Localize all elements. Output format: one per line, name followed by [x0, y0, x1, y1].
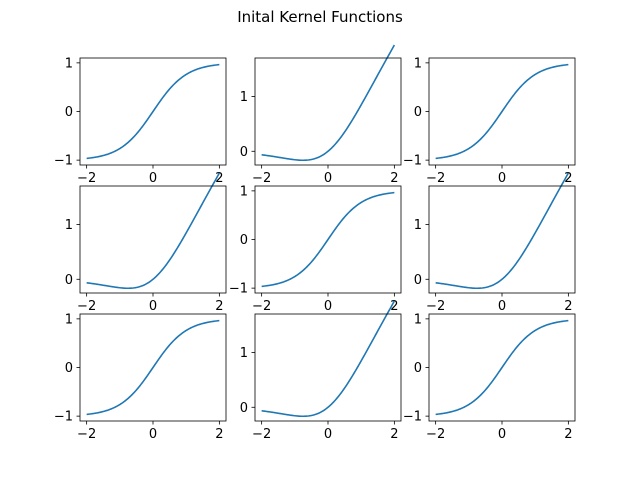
subplot-6: −2 0 2 0 1: [414, 172, 576, 314]
y-tick-label: 1: [65, 218, 73, 233]
y-tick-label: 1: [414, 218, 422, 233]
series-line-4: [86, 172, 221, 290]
series-line-9: [435, 319, 569, 416]
x-tick-label: 2: [390, 299, 398, 314]
x-tick-label: −2: [426, 299, 445, 314]
y-tick-label: 1: [240, 346, 248, 361]
subplot-9: −2 0 2 −1 0 1: [403, 312, 576, 442]
x-tick-label: 0: [498, 427, 506, 442]
series-line-1: [86, 63, 220, 160]
subplot-3: −2 0 2 −1 0 1: [403, 56, 576, 186]
subplot-grid: −2 0 2 −1 0 1 −2 0 2 0 1 −2 0 2 −1 0 1 −2 0 2 0 1 −2 0 2 −1 0 1 −2 0 2…: [54, 44, 576, 442]
x-tick-label: 2: [215, 171, 223, 186]
y-tick-label: 1: [414, 312, 422, 327]
subplot-4: −2 0 2 0 1: [65, 172, 227, 314]
x-tick-label: 0: [149, 299, 157, 314]
x-tick-label: 0: [324, 171, 332, 186]
series-line-3: [435, 63, 569, 160]
y-tick-label: 0: [240, 233, 248, 248]
y-tick-label: 1: [240, 184, 248, 199]
y-tick-label: 1: [240, 90, 248, 105]
y-tick-label: 0: [240, 145, 248, 160]
series-line-2: [261, 44, 396, 162]
subplot-5: −2 0 2 −1 0 1: [229, 184, 402, 314]
x-tick-label: 2: [390, 171, 398, 186]
y-tick-label: 0: [65, 361, 73, 376]
y-tick-label: 0: [414, 273, 422, 288]
y-tick-label: 0: [414, 361, 422, 376]
x-tick-label: 2: [564, 171, 572, 186]
y-tick-label: 1: [414, 56, 422, 71]
x-tick-label: −2: [77, 299, 96, 314]
y-tick-label: 1: [65, 312, 73, 327]
x-tick-label: −2: [252, 299, 271, 314]
y-tick-label: 1: [65, 56, 73, 71]
x-tick-label: 0: [498, 299, 506, 314]
x-tick-label: 2: [564, 299, 572, 314]
y-tick-label: 0: [414, 105, 422, 120]
x-tick-label: −2: [426, 171, 445, 186]
subplot-1: −2 0 2 −1 0 1: [54, 56, 227, 186]
x-tick-label: 0: [149, 171, 157, 186]
y-tick-label: 0: [65, 273, 73, 288]
x-tick-label: −2: [252, 171, 271, 186]
x-tick-label: 0: [498, 171, 506, 186]
y-tick-label: 0: [240, 401, 248, 416]
x-tick-label: 2: [390, 427, 398, 442]
y-tick-label: −1: [229, 282, 248, 297]
x-tick-label: −2: [77, 427, 96, 442]
x-tick-label: 0: [149, 427, 157, 442]
x-tick-label: 0: [324, 427, 332, 442]
y-tick-label: −1: [54, 410, 73, 425]
subplot-2: −2 0 2 0 1: [240, 44, 402, 186]
series-line-8: [261, 300, 396, 418]
x-tick-label: −2: [252, 427, 271, 442]
series-line-7: [86, 319, 220, 416]
x-tick-label: −2: [77, 171, 96, 186]
x-tick-label: 2: [215, 299, 223, 314]
x-tick-label: 2: [215, 427, 223, 442]
y-tick-label: −1: [54, 154, 73, 169]
x-tick-label: 0: [324, 299, 332, 314]
series-line-5: [261, 191, 395, 288]
y-tick-label: 0: [65, 105, 73, 120]
series-line-6: [435, 172, 570, 290]
subplot-8: −2 0 2 0 1: [240, 300, 402, 442]
subplot-7: −2 0 2 −1 0 1: [54, 312, 227, 442]
y-tick-label: −1: [403, 154, 422, 169]
y-tick-label: −1: [403, 410, 422, 425]
x-tick-label: 2: [564, 427, 572, 442]
figure-title: Inital Kernel Functions: [237, 8, 403, 26]
x-tick-label: −2: [426, 427, 445, 442]
